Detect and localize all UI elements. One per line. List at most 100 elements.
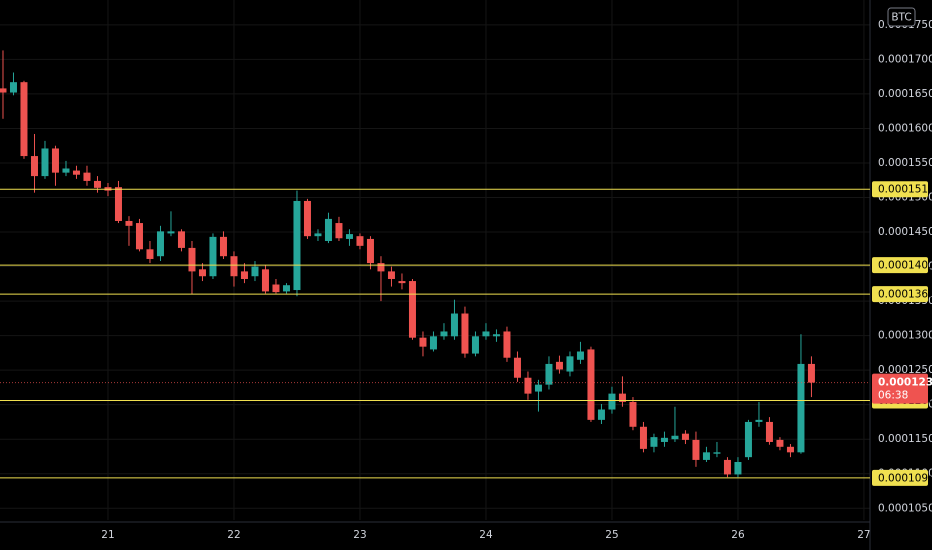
candle-body xyxy=(314,233,322,237)
currency-label: BTC xyxy=(891,12,911,24)
candle-body xyxy=(755,419,763,422)
y-tick-label: 0.0001700 xyxy=(878,53,932,65)
candle-body xyxy=(219,236,227,257)
candle-body xyxy=(597,409,605,420)
candle-body xyxy=(786,446,794,453)
candle-body xyxy=(555,361,563,370)
x-tick-label: 25 xyxy=(605,529,618,541)
x-tick-label: 22 xyxy=(227,529,240,541)
candle-body xyxy=(692,439,700,460)
candle-body xyxy=(293,200,301,291)
candle-body xyxy=(366,238,374,264)
candle-body xyxy=(408,281,416,338)
candle-body xyxy=(723,459,731,475)
candle-body xyxy=(188,247,196,272)
candle-body xyxy=(230,256,238,277)
candle-body xyxy=(72,170,80,175)
y-tick-label: 0.0001650 xyxy=(878,88,932,100)
candle-body xyxy=(744,421,752,458)
candle-body xyxy=(261,269,269,292)
x-tick-label: 27 xyxy=(857,529,870,541)
candle-body xyxy=(198,269,206,277)
candle-body xyxy=(345,234,353,239)
candle-body xyxy=(534,384,542,392)
candle-body xyxy=(377,263,385,272)
candle-body xyxy=(125,220,133,226)
candle-body xyxy=(272,284,280,293)
candle-body xyxy=(177,231,185,248)
candle-body xyxy=(0,88,7,93)
y-tick-label: 0.0001300 xyxy=(878,330,932,342)
candle-body xyxy=(282,285,290,292)
level-label: 0.0001094 xyxy=(878,472,932,484)
candle-body xyxy=(608,393,616,410)
candle-body xyxy=(51,148,59,173)
last-price-badge xyxy=(872,373,928,404)
candle-body xyxy=(146,249,154,259)
candle-body xyxy=(62,168,70,173)
candle-body xyxy=(335,223,343,239)
level-badge xyxy=(872,257,928,274)
candle-body xyxy=(503,331,511,358)
candle-body xyxy=(324,218,332,242)
level-badge xyxy=(872,286,928,303)
level-label: 0.0001402 xyxy=(878,260,932,272)
candle-body xyxy=(387,271,395,279)
candle-body xyxy=(114,187,122,221)
last-price-label: 0.0001232 xyxy=(878,377,932,389)
candle-body xyxy=(734,461,742,475)
y-tick-label: 0.0001450 xyxy=(878,226,932,238)
candle-body xyxy=(765,421,773,442)
candle-body xyxy=(776,439,784,447)
candle-body xyxy=(135,223,143,250)
level-badge xyxy=(872,181,928,198)
candle-body xyxy=(41,148,49,177)
candle-body xyxy=(398,281,406,284)
currency-badge xyxy=(887,7,916,27)
level-label: 0.0001512 xyxy=(878,184,932,196)
candle-body xyxy=(209,236,217,277)
candle-body xyxy=(440,331,448,337)
candle-body xyxy=(587,349,595,420)
candle-body xyxy=(545,363,553,385)
candle-body xyxy=(156,231,164,257)
candle-body xyxy=(20,82,28,157)
candle-body xyxy=(618,393,626,402)
level-label: 0.0001360 xyxy=(878,289,932,301)
candle-body xyxy=(650,437,658,447)
candle-body xyxy=(30,156,38,177)
y-tick-label: 0.0001600 xyxy=(878,122,932,134)
x-tick-label: 24 xyxy=(479,529,493,541)
candle-body xyxy=(9,82,17,93)
countdown-label: 06:38 xyxy=(878,390,908,402)
candle-body xyxy=(93,180,101,188)
candle-body xyxy=(713,452,721,454)
candle-body xyxy=(251,266,259,277)
candle-body xyxy=(671,435,679,440)
x-tick-label: 21 xyxy=(101,529,114,541)
candle-body xyxy=(492,334,500,337)
x-tick-label: 23 xyxy=(353,529,366,541)
candle-body xyxy=(797,363,805,453)
candle-body xyxy=(566,356,574,372)
candle-body xyxy=(807,363,815,383)
candle-body xyxy=(482,331,490,337)
y-tick-label: 0.0001550 xyxy=(878,157,932,169)
level-badge xyxy=(872,469,928,486)
candle-body xyxy=(702,452,710,460)
candle-body xyxy=(303,200,311,237)
candle-body xyxy=(513,357,521,378)
candle-body xyxy=(660,437,668,442)
y-tick-label: 0.0001250 xyxy=(878,364,932,376)
candle-body xyxy=(240,271,248,279)
x-tick-label: 26 xyxy=(731,529,745,541)
candle-body xyxy=(461,313,469,354)
candle-body xyxy=(167,231,175,234)
candle-body xyxy=(681,433,689,440)
y-tick-label: 0.0001150 xyxy=(878,433,932,445)
candle-body xyxy=(524,377,532,394)
candle-body xyxy=(450,313,458,337)
candle-body xyxy=(356,236,364,246)
